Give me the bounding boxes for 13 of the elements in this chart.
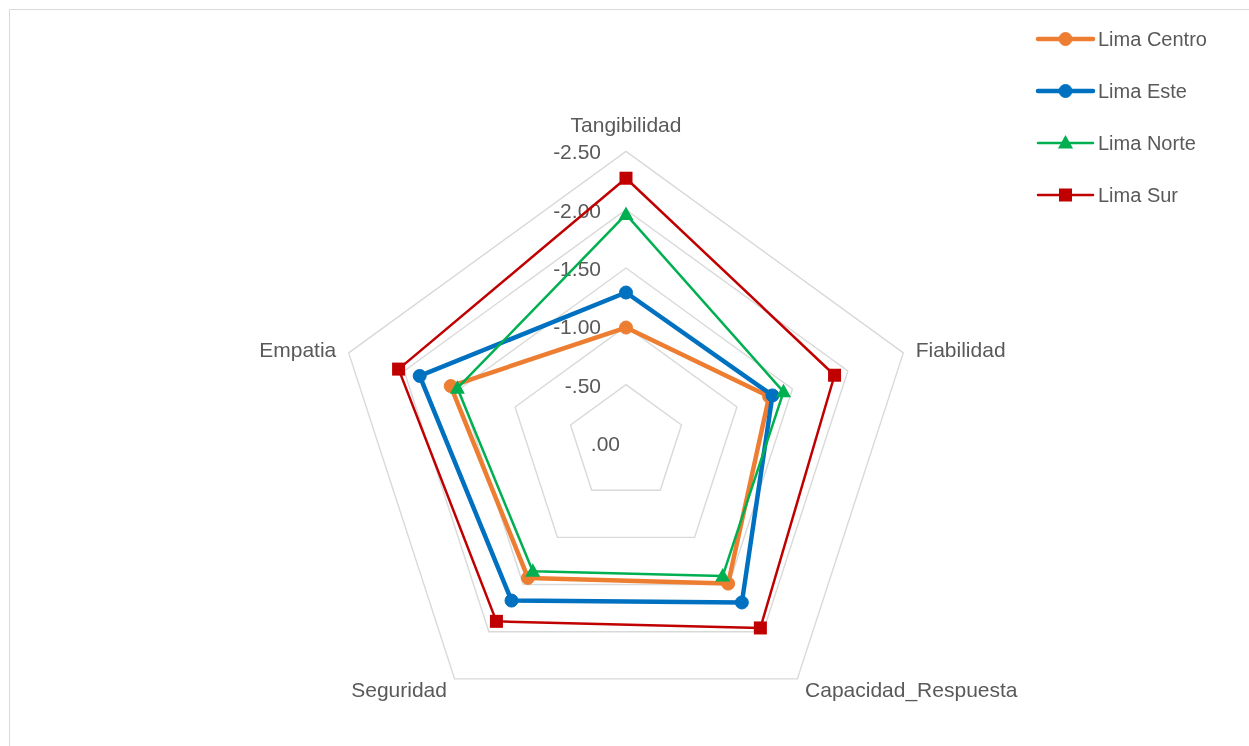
legend-label: Lima Este xyxy=(1098,80,1187,102)
spoke-label: Empatia xyxy=(259,337,337,361)
spoke-label: Tangibilidad xyxy=(570,113,682,137)
y-tick-label: -1.00 xyxy=(553,314,601,338)
legend-label: Lima Norte xyxy=(1098,132,1196,154)
legend-label: Lima Centro xyxy=(1098,28,1207,50)
spoke-label: Seguridad xyxy=(351,677,447,701)
legend-label: Lima Sur xyxy=(1098,184,1179,206)
y-tick-label: .00 xyxy=(590,431,620,455)
spoke-label: Fiabilidad xyxy=(915,337,1006,361)
y-tick-label: -.50 xyxy=(564,373,601,397)
spoke-label: Capacidad_Respuesta xyxy=(805,677,1018,702)
y-tick-label: -2.50 xyxy=(553,139,601,163)
